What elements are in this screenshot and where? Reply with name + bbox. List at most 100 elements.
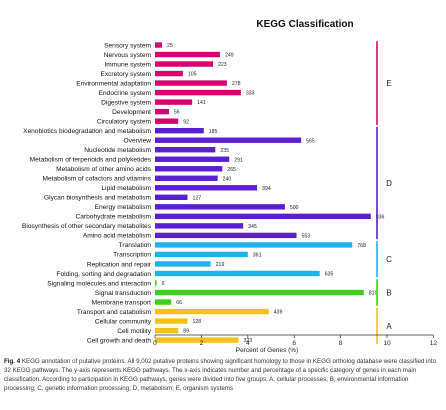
category-label-cellular-community: Cellular community bbox=[95, 318, 152, 325]
bar-metabolism-of-other-amino-acids bbox=[155, 166, 223, 172]
bar-cellular-community bbox=[155, 318, 188, 324]
count-label-excretory-system: 105 bbox=[188, 72, 197, 78]
count-label-overview: 565 bbox=[306, 138, 315, 144]
bar-transport-and-catabolism bbox=[155, 308, 269, 315]
x-tick-label-4: 4 bbox=[246, 340, 250, 347]
count-label-digestive-system: 141 bbox=[197, 100, 206, 106]
category-label-signal-transduction: Signal transduction bbox=[95, 290, 151, 297]
bar-lipid-metabolism bbox=[155, 185, 258, 191]
category-label-transcription: Transcription bbox=[113, 252, 151, 259]
category-label-carbohydrate-metabolism: Carbohydrate metabolism bbox=[76, 214, 152, 221]
bar-nucleotide-metabolism bbox=[155, 147, 216, 153]
count-label-cell-motility: 89 bbox=[183, 329, 189, 335]
count-label-glycan-biosynthesis-and-metabolism: 127 bbox=[192, 195, 201, 201]
bar-signaling-molecules-and-interaction bbox=[155, 280, 157, 286]
count-label-metabolism-of-cofactors-and-vitamins: 240 bbox=[223, 176, 232, 182]
bar-transcription bbox=[155, 251, 248, 258]
category-label-nucleotide-metabolism: Nucleotide metabolism bbox=[84, 147, 151, 154]
category-label-membrane-transport: Membrane transport bbox=[92, 299, 152, 306]
count-label-environmental-adaptation: 278 bbox=[232, 81, 241, 87]
category-label-folding-sorting-and-degradation: Folding, sorting and degradation bbox=[56, 271, 151, 278]
bar-endocrine-system bbox=[155, 89, 241, 96]
bar-xenobiotics-biodegradation-and-metabolism bbox=[155, 127, 204, 134]
count-label-biosynthesis-of-other-secondary-metabolites: 345 bbox=[248, 224, 257, 230]
chart-title: KEGG Classification bbox=[256, 19, 353, 30]
count-label-membrane-transport: 66 bbox=[176, 300, 182, 306]
category-label-overview: Overview bbox=[124, 138, 152, 145]
caption-text: KEGG annotation of putative proteins. Al… bbox=[4, 358, 437, 392]
count-label-metabolism-of-other-amino-acids: 265 bbox=[227, 167, 236, 173]
bar-replication-and-repair bbox=[155, 261, 211, 267]
bar-glycan-biosynthesis-and-metabolism bbox=[155, 194, 188, 201]
category-label-amino-acid-metabolism: Amino acid metabolism bbox=[83, 233, 152, 240]
group-label-a: A bbox=[386, 322, 392, 331]
count-label-immune-system: 223 bbox=[218, 62, 227, 68]
bar-folding-sorting-and-degradation bbox=[155, 270, 320, 277]
count-label-endocrine-system: 333 bbox=[246, 91, 255, 97]
group-label-c: C bbox=[386, 255, 392, 264]
count-label-signal-transduction: 810 bbox=[369, 291, 378, 297]
category-label-nervous-system: Nervous system bbox=[104, 52, 152, 59]
x-tick-label-0: 0 bbox=[153, 340, 157, 347]
x-tick-label-8: 8 bbox=[339, 340, 343, 347]
category-label-excretory-system: Excretory system bbox=[100, 71, 151, 78]
count-label-xenobiotics-biodegradation-and-metabolism: 185 bbox=[209, 129, 218, 135]
category-label-biosynthesis-of-other-secondary-metabolites: Biosynthesis of other secondary metaboli… bbox=[22, 223, 152, 230]
count-label-metabolism-of-terpenoids-and-polyketides: 291 bbox=[234, 157, 243, 163]
category-label-metabolism-of-other-amino-acids: Metabolism of other amino acids bbox=[56, 166, 152, 173]
bar-environmental-adaptation bbox=[155, 80, 227, 86]
x-axis-label: Percent of Genes (%) bbox=[236, 347, 299, 354]
count-label-transport-and-catabolism: 439 bbox=[274, 310, 283, 316]
category-label-circulatory-system: Circulatory system bbox=[97, 118, 152, 125]
bar-cell-growth-and-death bbox=[155, 337, 239, 343]
group-label-b: B bbox=[386, 289, 391, 298]
category-label-glycan-biosynthesis-and-metabolism: Glycan biosynthesis and metabolism bbox=[44, 195, 152, 202]
count-label-nervous-system: 249 bbox=[225, 53, 234, 59]
bar-circulatory-system bbox=[155, 118, 179, 124]
group-label-e: E bbox=[386, 79, 391, 88]
bar-excretory-system bbox=[155, 70, 183, 77]
count-label-cell-growth-and-death: 323 bbox=[244, 338, 253, 344]
category-label-metabolism-of-terpenoids-and-polyketides: Metabolism of terpenoids and polyketides bbox=[30, 157, 152, 164]
x-tick-label-6: 6 bbox=[292, 340, 296, 347]
x-tick-label-10: 10 bbox=[383, 340, 391, 347]
count-label-carbohydrate-metabolism: 836 bbox=[376, 214, 385, 220]
figure-caption: Fig. 4 KEGG annotation of putative prote… bbox=[4, 357, 440, 393]
count-label-sensory-system: 25 bbox=[167, 43, 173, 49]
bar-overview bbox=[155, 137, 302, 143]
category-label-replication-and-repair: Replication and repair bbox=[87, 261, 152, 268]
count-label-signaling-molecules-and-interaction: 6 bbox=[162, 281, 165, 287]
category-label-cell-growth-and-death: Cell growth and death bbox=[87, 337, 151, 344]
count-label-translation: 768 bbox=[357, 243, 366, 249]
count-label-energy-metabolism: 500 bbox=[290, 205, 299, 211]
count-label-circulatory-system: 92 bbox=[183, 119, 189, 125]
bar-sensory-system bbox=[155, 42, 162, 48]
category-label-signaling-molecules-and-interaction: Signaling molecules and interaction bbox=[47, 280, 151, 287]
count-label-transcription: 361 bbox=[253, 253, 262, 259]
category-label-energy-metabolism: Energy metabolism bbox=[95, 204, 152, 211]
count-label-cellular-community: 128 bbox=[192, 319, 201, 325]
count-label-nucleotide-metabolism: 235 bbox=[220, 148, 229, 154]
bar-metabolism-of-cofactors-and-vitamins bbox=[155, 175, 218, 181]
category-label-cell-motility: Cell motility bbox=[117, 328, 151, 335]
x-tick-label-2: 2 bbox=[200, 340, 204, 347]
count-label-replication-and-repair: 219 bbox=[216, 262, 225, 268]
bar-signal-transduction bbox=[155, 289, 364, 296]
x-tick-label-12: 12 bbox=[430, 340, 438, 347]
category-label-environmental-adaptation: Environmental adaptation bbox=[76, 80, 151, 87]
bar-nervous-system bbox=[155, 51, 220, 58]
bar-amino-acid-metabolism bbox=[155, 232, 297, 239]
bar-metabolism-of-terpenoids-and-polyketides bbox=[155, 156, 230, 162]
bar-membrane-transport bbox=[155, 299, 172, 305]
bar-translation bbox=[155, 242, 353, 248]
count-label-amino-acid-metabolism: 553 bbox=[302, 234, 311, 240]
bar-cell-motility bbox=[155, 327, 179, 334]
category-label-development: Development bbox=[112, 109, 151, 116]
bar-immune-system bbox=[155, 61, 213, 67]
bar-biosynthesis-of-other-secondary-metabolites bbox=[155, 223, 244, 229]
category-label-transport-and-catabolism: Transport and catabolism bbox=[77, 309, 152, 316]
category-label-lipid-metabolism: Lipid metabolism bbox=[102, 185, 152, 192]
caption-label: Fig. 4 bbox=[4, 358, 21, 365]
bar-carbohydrate-metabolism bbox=[155, 213, 371, 220]
